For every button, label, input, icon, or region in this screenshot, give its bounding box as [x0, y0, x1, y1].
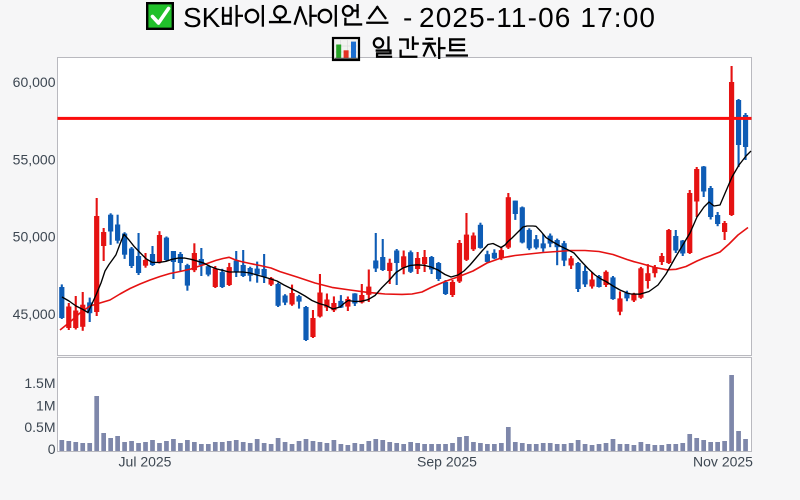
svg-text:Nov 2025: Nov 2025: [693, 453, 753, 469]
svg-text:45,000: 45,000: [13, 306, 56, 322]
svg-text:Jul 2025: Jul 2025: [119, 453, 172, 469]
svg-text:Sep 2025: Sep 2025: [417, 453, 477, 469]
svg-text:-: -: [403, 2, 412, 33]
svg-text:55,000: 55,000: [13, 151, 56, 167]
svg-text:60,000: 60,000: [13, 74, 56, 90]
svg-text:50,000: 50,000: [13, 229, 56, 245]
svg-text:1M: 1M: [36, 398, 55, 414]
svg-text:0: 0: [48, 441, 56, 457]
svg-text:0.5M: 0.5M: [24, 419, 55, 435]
svg-text:2025-11-06 17:00: 2025-11-06 17:00: [419, 2, 655, 33]
svg-text:1.5M: 1.5M: [24, 375, 55, 391]
svg-text:SK: SK: [183, 2, 221, 33]
